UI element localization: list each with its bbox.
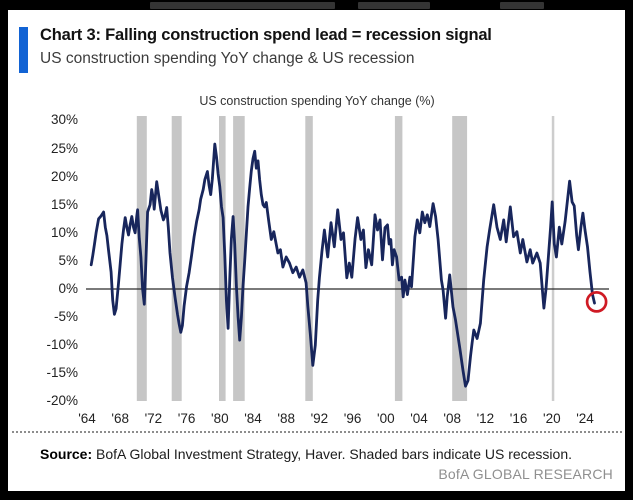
x-tick-label: '04 bbox=[410, 411, 428, 426]
y-tick-label: 15% bbox=[50, 196, 78, 212]
plot-title: US construction spending YoY change (%) bbox=[199, 94, 435, 108]
x-tick-label: '72 bbox=[144, 411, 163, 426]
brand-mark: BofA GLOBAL RESEARCH bbox=[438, 466, 613, 482]
x-tick-label: '76 bbox=[177, 411, 196, 426]
y-tick-label: -15% bbox=[46, 365, 78, 381]
recession-band bbox=[452, 116, 468, 401]
y-tick-label: -10% bbox=[46, 337, 78, 353]
y-tick-label: 0% bbox=[58, 281, 78, 296]
recession-band bbox=[233, 116, 245, 401]
x-tick-label: '80 bbox=[211, 411, 229, 426]
y-tick-label: -20% bbox=[46, 393, 78, 409]
cropped-text-remnant bbox=[358, 2, 430, 9]
x-tick-label: '08 bbox=[443, 411, 461, 426]
x-tick-label: '16 bbox=[509, 411, 528, 426]
latest-point-circle bbox=[585, 291, 608, 313]
recession-band bbox=[394, 116, 403, 401]
y-tick-label: 25% bbox=[50, 140, 78, 156]
recession-band bbox=[551, 116, 555, 401]
recession-band bbox=[305, 116, 313, 401]
x-tick-label: '00 bbox=[377, 411, 395, 426]
x-tick-label: '24 bbox=[576, 411, 594, 426]
recession-band bbox=[136, 116, 147, 401]
recession-band bbox=[171, 116, 182, 401]
cropped-text-remnant bbox=[500, 2, 544, 9]
chart-card: Chart 3: Falling construction spend lead… bbox=[8, 10, 625, 491]
y-tick-label: 30% bbox=[50, 112, 78, 128]
x-tick-label: '20 bbox=[543, 411, 561, 426]
spending-line bbox=[89, 142, 596, 388]
x-tick-label: '96 bbox=[343, 411, 362, 426]
chart-subheading: US construction spending YoY change & US… bbox=[40, 50, 415, 67]
y-tick-label: 10% bbox=[50, 224, 78, 240]
cropped-text-remnant bbox=[150, 2, 335, 9]
x-tick-label: '92 bbox=[310, 411, 329, 426]
x-tick-label: '84 bbox=[244, 411, 262, 426]
dotted-divider bbox=[12, 431, 622, 433]
accent-bar bbox=[19, 27, 28, 73]
y-tick-label: 20% bbox=[50, 168, 78, 184]
chart-heading: Chart 3: Falling construction spend lead… bbox=[40, 26, 492, 44]
y-tick-label: 5% bbox=[58, 252, 78, 268]
recession-band bbox=[219, 116, 226, 401]
x-tick-label: '12 bbox=[476, 411, 495, 426]
source-label: Source: bbox=[40, 446, 93, 462]
source-text: BofA Global Investment Strategy, Haver. … bbox=[92, 446, 573, 462]
x-tick-label: '64 bbox=[78, 411, 96, 426]
y-tick-label: -5% bbox=[53, 309, 78, 325]
x-tick-label: '68 bbox=[111, 411, 129, 426]
source-note: Source: BofA Global Investment Strategy,… bbox=[40, 446, 615, 462]
x-tick-label: '88 bbox=[277, 411, 295, 426]
